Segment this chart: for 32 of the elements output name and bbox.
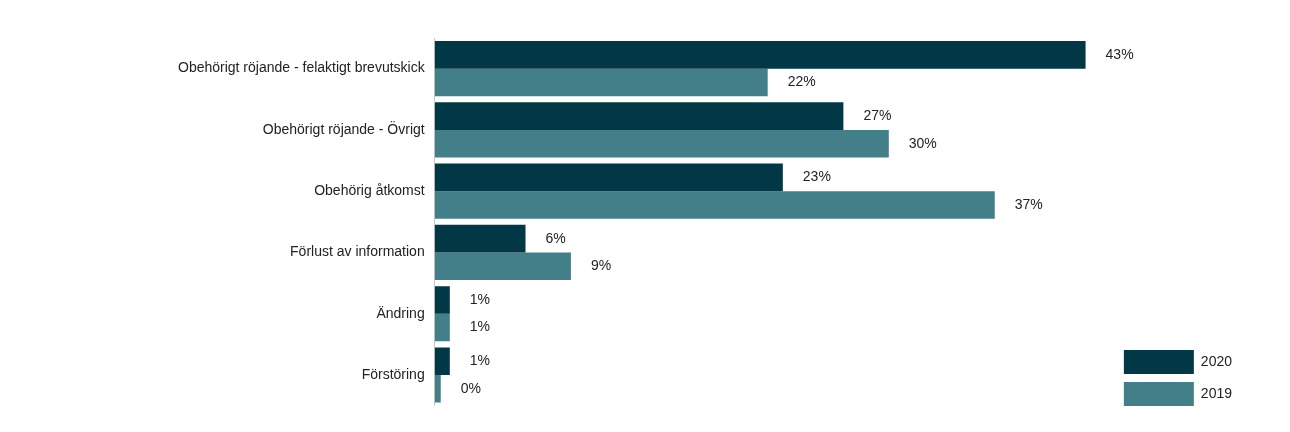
data-label: 9%	[590, 257, 612, 274]
y-tick-label: Förlust av information	[290, 243, 425, 260]
bar	[434, 129, 889, 158]
data-label: 27%	[863, 106, 892, 123]
data-label: 1%	[469, 290, 491, 307]
bar	[434, 313, 450, 342]
y-tick-label: Förstöring	[361, 365, 425, 382]
y-tick-label: Obehörigt röjande - felaktigt brevutskick	[177, 59, 426, 76]
data-label: 1%	[469, 352, 491, 369]
bar	[434, 286, 450, 314]
legend-label: 2020	[1200, 352, 1233, 369]
bar	[434, 224, 526, 253]
bar	[434, 374, 441, 403]
bar	[434, 191, 995, 219]
data-label: 43%	[1105, 45, 1134, 62]
bar	[434, 102, 844, 130]
data-label: 22%	[787, 73, 816, 90]
legend-label: 2019	[1200, 384, 1233, 401]
data-label: 30%	[908, 134, 937, 151]
bar	[434, 41, 1086, 69]
data-label: 6%	[545, 229, 566, 246]
y-tick-label: Ändring	[376, 304, 425, 321]
data-label: 37%	[1014, 195, 1043, 212]
bar	[434, 347, 450, 375]
bar	[434, 68, 768, 97]
data-label: 23%	[802, 168, 831, 185]
data-label: 1%	[469, 318, 491, 335]
data-label: 0%	[460, 379, 481, 396]
bar	[434, 163, 783, 192]
y-tick-label: Obehörig åtkomst	[314, 182, 425, 199]
y-tick-label: Obehörigt röjande - Övrigt	[262, 119, 425, 137]
bar	[434, 252, 571, 280]
